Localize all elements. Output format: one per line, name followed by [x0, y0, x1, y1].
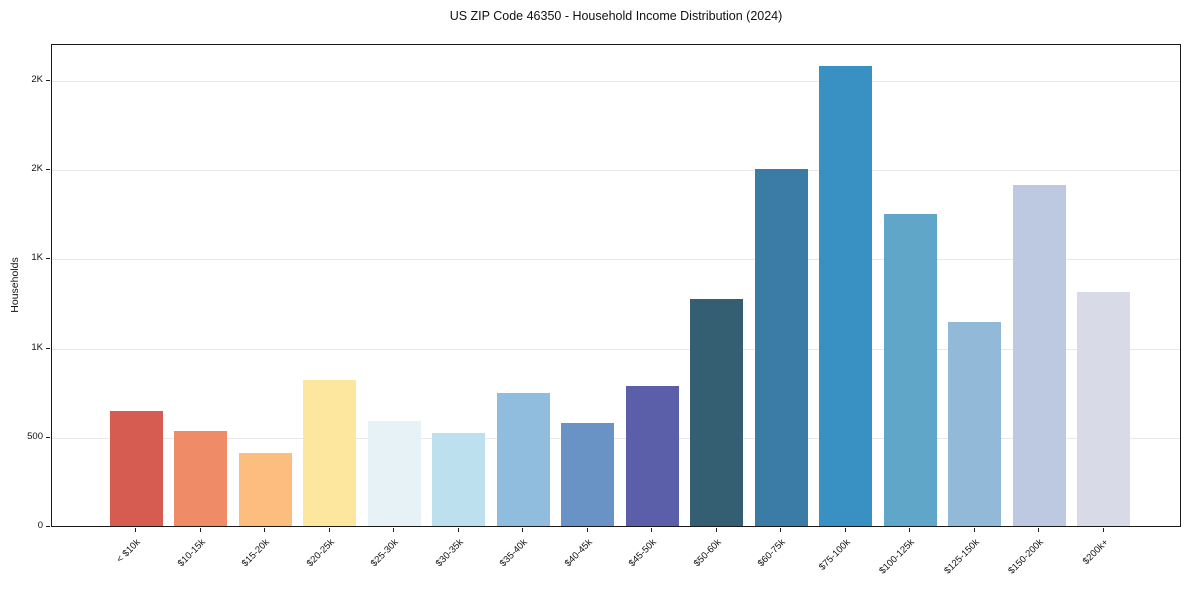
x-tick-mark — [199, 528, 201, 532]
plot-area — [51, 44, 1181, 527]
y-tick-mark — [46, 526, 50, 527]
x-tick-mark — [909, 528, 910, 532]
bar-20-25k — [303, 380, 356, 526]
y-tick-label: 2K — [31, 163, 43, 175]
bar-50-60k — [690, 299, 743, 526]
x-tick-mark — [651, 528, 652, 532]
bar-75-100k — [819, 66, 872, 526]
x-tick-mark — [457, 528, 459, 532]
gridline — [52, 80, 1180, 82]
y-tick-label: 0 — [37, 520, 43, 531]
gridline — [52, 437, 1180, 439]
y-tick-label: 1K — [31, 341, 43, 353]
x-tick-mark — [844, 528, 846, 532]
y-tick-mark — [46, 347, 50, 349]
x-tick-mark — [780, 528, 781, 532]
bar-35-40k — [496, 393, 550, 526]
bar-125-150k — [948, 321, 1001, 526]
y-tick-label: 500 — [27, 430, 43, 442]
chart-title: US ZIP Code 46350 - Household Income Dis… — [449, 9, 783, 23]
y-axis-title: Households — [9, 257, 21, 313]
bar-200k — [1077, 291, 1130, 526]
bar-150-200k — [1012, 185, 1066, 526]
bar-10-15k — [174, 430, 227, 526]
bar-30-35k — [432, 433, 485, 526]
x-tick-mark — [393, 528, 394, 532]
x-tick-mark — [328, 528, 330, 532]
x-tick-mark — [715, 528, 717, 532]
gridline — [52, 170, 1180, 172]
bar-10k — [109, 410, 163, 526]
y-tick-mark — [46, 79, 50, 81]
gridline — [52, 348, 1180, 350]
y-tick-mark — [46, 436, 50, 438]
x-tick-mark — [586, 528, 588, 532]
x-tick-mark — [135, 528, 136, 532]
x-tick-mark — [973, 528, 975, 532]
x-tick-mark — [522, 528, 523, 532]
y-tick-label: 2K — [31, 73, 43, 85]
gridline — [52, 259, 1180, 261]
bar-45-50k — [625, 386, 679, 526]
x-tick-label: < $10k — [114, 537, 143, 566]
bar-25-30k — [367, 420, 421, 526]
bar-15-20k — [238, 453, 292, 526]
y-tick-label: 1K — [31, 252, 43, 264]
x-tick-mark — [1102, 528, 1104, 532]
x-tick-mark — [1038, 528, 1039, 532]
bar-100-125k — [883, 214, 937, 526]
bar-40-45k — [561, 423, 614, 526]
y-tick-mark — [46, 169, 50, 171]
bar-60-75k — [754, 169, 808, 526]
x-tick-mark — [264, 528, 265, 532]
y-tick-mark — [46, 258, 50, 260]
